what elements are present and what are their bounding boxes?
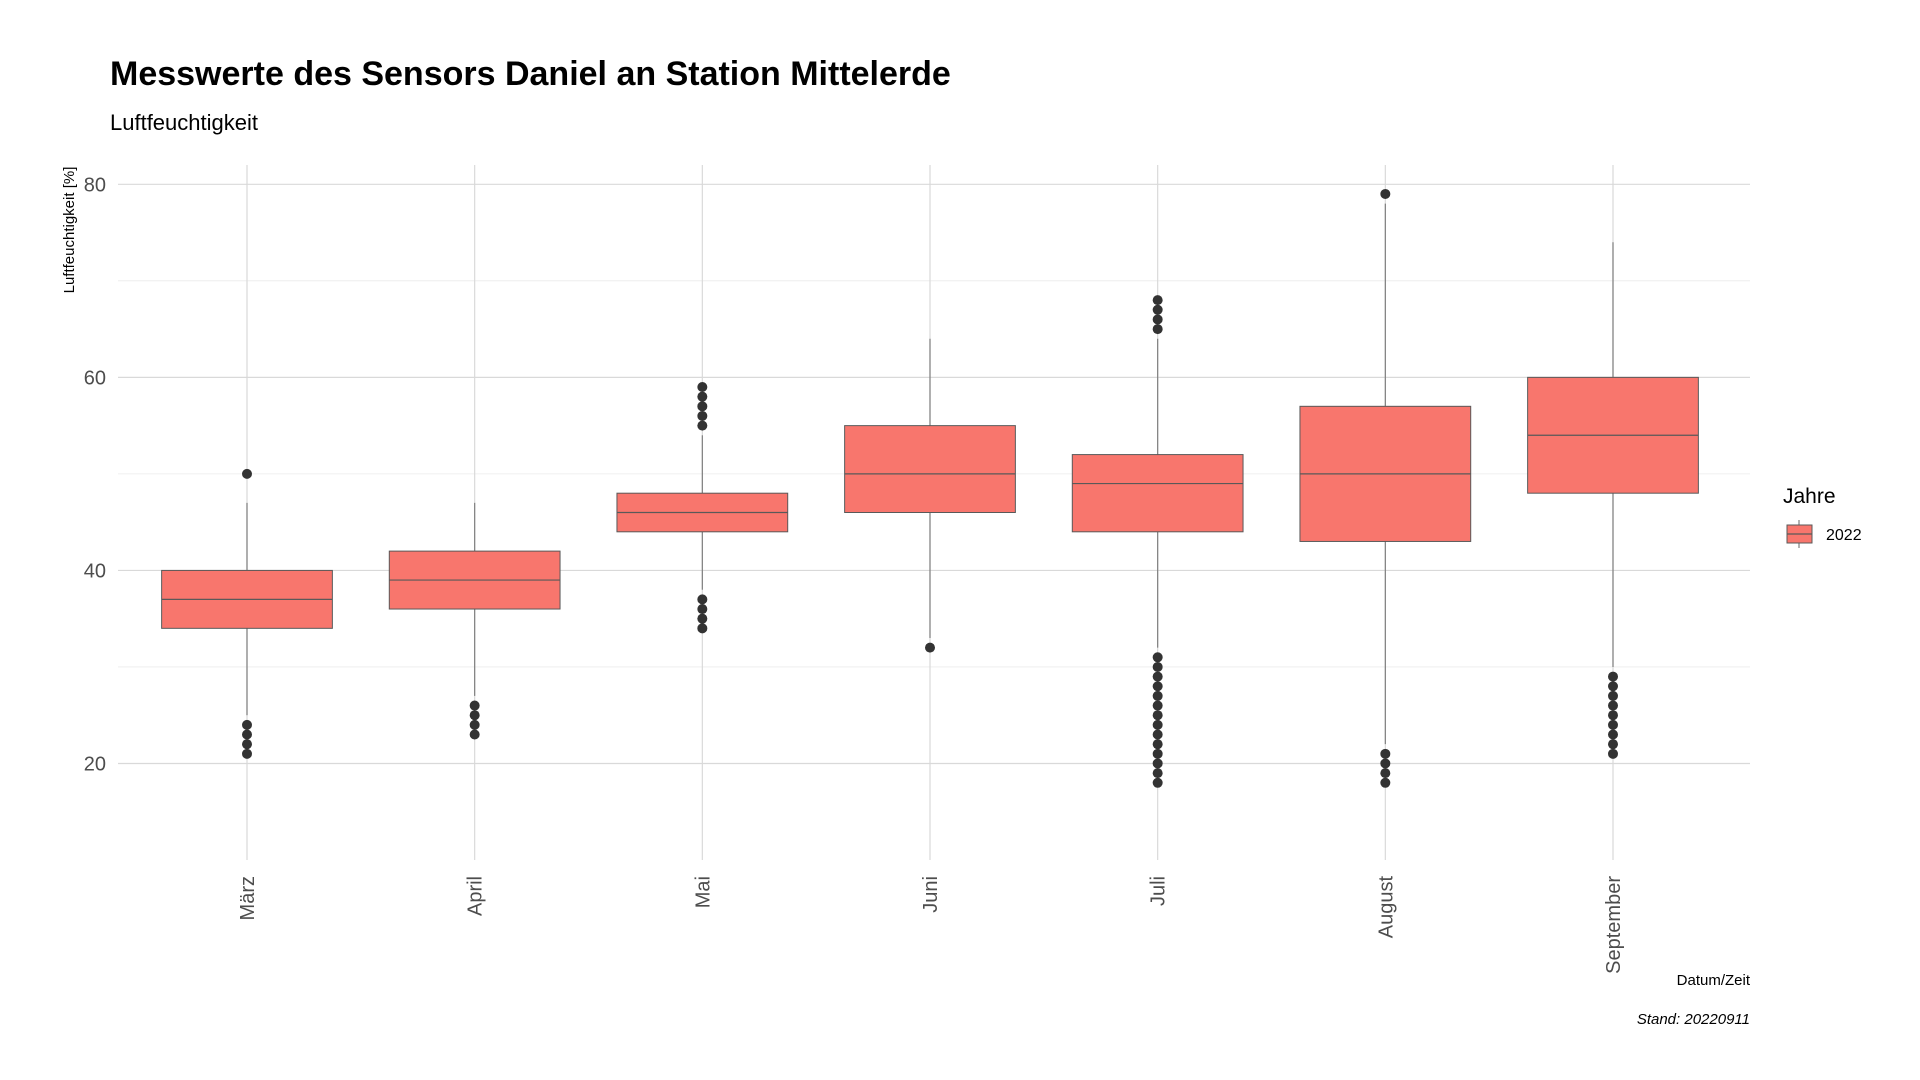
outlier-point xyxy=(1152,314,1163,325)
boxplot-August xyxy=(1299,188,1472,788)
outlier-point xyxy=(1380,777,1391,788)
outlier-point xyxy=(469,700,480,711)
outlier-point xyxy=(1152,739,1163,750)
y-tick-label: 80 xyxy=(84,174,106,196)
outlier-point xyxy=(1152,690,1163,701)
outlier-point xyxy=(1608,719,1618,730)
outlier-point xyxy=(1608,690,1618,701)
outlier-point xyxy=(1608,671,1618,682)
chart-title: Messwerte des Sensors Daniel an Station … xyxy=(110,55,951,93)
outlier-point xyxy=(697,594,708,605)
outlier-point xyxy=(242,748,252,759)
outlier-point xyxy=(242,739,252,750)
boxplot-Juni xyxy=(844,338,1016,653)
outlier-point xyxy=(1380,748,1391,759)
outlier-point xyxy=(469,719,480,730)
outlier-point xyxy=(1152,652,1163,663)
boxplot-Mai xyxy=(616,382,789,634)
outlier-point xyxy=(1608,681,1618,692)
outlier-point xyxy=(1152,304,1163,315)
outlier-point xyxy=(697,410,708,421)
outlier-point xyxy=(1152,295,1163,306)
x-tick-label: Juni xyxy=(920,876,942,913)
outlier-point xyxy=(697,420,708,431)
outlier-point xyxy=(697,382,708,393)
outlier-point xyxy=(1152,324,1163,335)
outlier-point xyxy=(697,613,708,624)
y-tick-label: 40 xyxy=(84,560,106,582)
x-tick-label: August xyxy=(1375,876,1397,939)
outlier-point xyxy=(242,729,252,740)
outlier-point xyxy=(242,468,252,479)
outlier-point xyxy=(1152,719,1163,730)
outlier-point xyxy=(469,710,480,721)
outlier-point xyxy=(697,604,708,615)
boxplots xyxy=(161,188,1699,788)
outlier-point xyxy=(1608,739,1618,750)
x-tick-label: Juli xyxy=(1148,876,1170,906)
y-axis-title: Luftfeuchtigkeit [%] xyxy=(61,167,78,294)
outlier-point xyxy=(697,401,708,412)
outlier-point xyxy=(1152,758,1163,769)
box xyxy=(844,425,1016,513)
x-tick-label: September xyxy=(1603,876,1625,974)
chart-caption: Stand: 20220911 xyxy=(1637,1011,1750,1028)
outlier-point xyxy=(1152,729,1163,740)
outlier-point xyxy=(1608,710,1618,721)
outlier-point xyxy=(1608,748,1618,759)
y-tick-label: 60 xyxy=(84,367,106,389)
x-axis-title: Datum/Zeit xyxy=(1677,972,1751,989)
boxplot-Juli xyxy=(1071,295,1244,788)
outlier-point xyxy=(1380,188,1391,199)
outlier-point xyxy=(1152,661,1163,672)
outlier-point xyxy=(1608,700,1618,711)
outlier-point xyxy=(1152,710,1163,721)
legend-title: Jahre xyxy=(1783,485,1836,508)
chart-subtitle: Luftfeuchtigkeit xyxy=(110,110,258,135)
x-axis: März April Mai Juni Juli August September xyxy=(237,876,1625,974)
outlier-point xyxy=(1380,758,1391,769)
outlier-point xyxy=(242,719,252,730)
outlier-point xyxy=(697,391,708,402)
outlier-point xyxy=(1152,681,1163,692)
outlier-point xyxy=(925,642,935,653)
outlier-point xyxy=(1152,768,1163,779)
x-tick-label: April xyxy=(465,876,487,916)
legend-label-2022: 2022 xyxy=(1826,527,1862,544)
boxplot-März xyxy=(161,468,333,759)
box xyxy=(1071,454,1244,533)
x-tick-label: März xyxy=(237,876,259,920)
outlier-point xyxy=(1152,671,1163,682)
boxplot-September xyxy=(1527,242,1699,759)
outlier-point xyxy=(469,729,480,740)
outlier-point xyxy=(1380,768,1391,779)
y-axis: 20 40 60 80 xyxy=(84,174,106,775)
y-tick-label: 20 xyxy=(84,753,106,775)
outlier-point xyxy=(1608,729,1618,740)
legend: Jahre 2022 xyxy=(1783,485,1862,548)
boxplot-April xyxy=(388,502,561,740)
x-tick-label: Mai xyxy=(692,876,714,908)
outlier-point xyxy=(697,623,708,634)
outlier-point xyxy=(1152,748,1163,759)
outlier-point xyxy=(1152,777,1163,788)
outlier-point xyxy=(1152,700,1163,711)
